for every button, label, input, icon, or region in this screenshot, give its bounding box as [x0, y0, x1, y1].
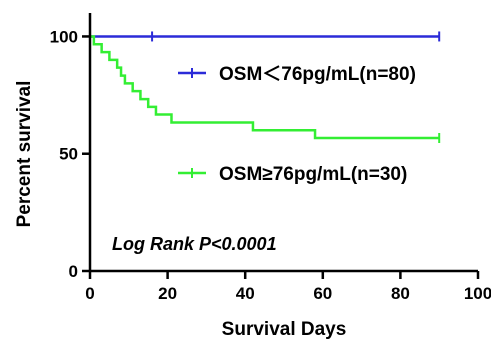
y-tick-label: 0: [69, 262, 78, 281]
log-rank-annotation: Log Rank P<0.0001: [112, 234, 277, 254]
x-tick-label: 0: [85, 284, 94, 303]
x-tick-label: 60: [313, 284, 332, 303]
series-2-curve: [90, 35, 440, 140]
series-layer: [90, 31, 441, 144]
legend: OSM＜76pg/mL(n=80) OSM≥76pg/mL(n=30): [178, 64, 416, 185]
x-tick-label: 100: [464, 284, 491, 303]
y-tick-label: 100: [50, 27, 78, 46]
legend-label-1: OSM＜76pg/mL(n=80): [219, 64, 416, 85]
y-tick-label: 50: [59, 145, 78, 164]
x-axis-title: Survival Days: [222, 319, 347, 339]
x-tick-label: 80: [391, 284, 410, 303]
x-tick-label: 40: [236, 284, 255, 303]
x-tick-label: 20: [158, 284, 177, 303]
legend-label-2: OSM≥76pg/mL(n=30): [219, 164, 407, 185]
ticks-layer: 0 50 100 0 20 40 60 80 100: [50, 27, 491, 303]
y-axis-title: Percent survival: [14, 81, 35, 228]
